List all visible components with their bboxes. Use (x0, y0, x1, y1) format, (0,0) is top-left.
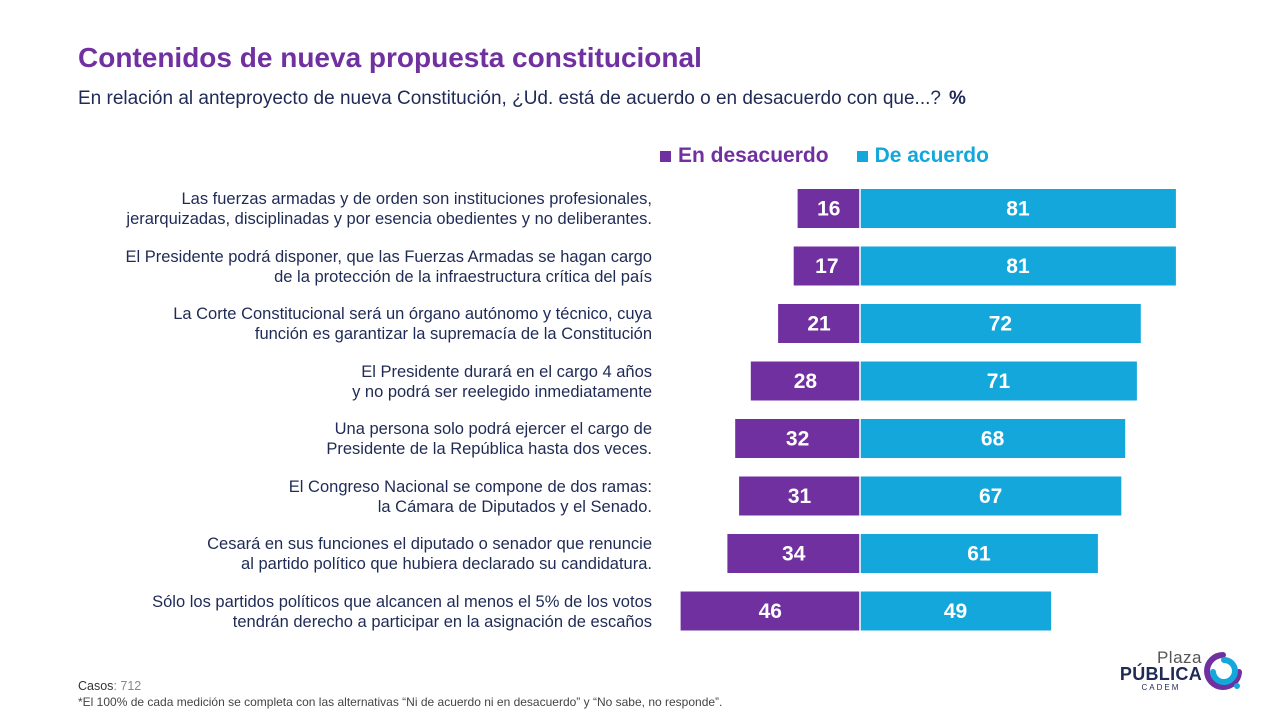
data-label-disagree: 16 (817, 198, 840, 221)
bar-agree (860, 534, 1098, 573)
unit-label: % (948, 88, 966, 109)
bar-disagree (778, 304, 860, 343)
bar-disagree (793, 246, 860, 286)
category-label: Una persona solo podrá ejercer el cargo … (60, 419, 652, 459)
bar-agree (860, 246, 1176, 286)
data-label-agree: 81 (1006, 198, 1030, 221)
category-label-line: Sólo los partidos políticos que alcancen… (152, 592, 652, 611)
data-label-agree: 61 (967, 543, 991, 566)
category-label-line: La Corte Constitucional será un órgano a… (173, 305, 652, 323)
bar-agree (860, 591, 1052, 631)
category-label-line: al partido político que hubiera declarad… (241, 555, 652, 573)
category-label-line: tendrán derecho a participar en la asign… (232, 612, 652, 631)
category-label-line: El Presidente durará en el cargo 4 años (361, 362, 652, 381)
data-label-agree: 81 (1006, 255, 1030, 278)
data-label-agree: 68 (981, 428, 1005, 451)
bar-disagree (739, 476, 860, 516)
page-title: Contenidos de nueva propuesta constituci… (78, 42, 702, 73)
category-label-line: de la protección de la infraestructura c… (274, 267, 652, 286)
data-label-disagree: 21 (807, 313, 831, 336)
legend-item-agree: De acuerdo (856, 144, 989, 168)
category-label: Cesará en sus funciones el diputado o se… (60, 534, 652, 574)
bar-agree (860, 189, 1176, 228)
footnote: *El 100% de cada medición se completa co… (78, 695, 723, 709)
data-label-disagree: 28 (794, 370, 818, 393)
category-label-line: función es garantizar la supremacía de l… (254, 325, 652, 343)
data-label-agree: 72 (989, 313, 1012, 336)
legend-label-agree: De acuerdo (874, 144, 989, 167)
category-label-line: y no podrá ser reelegido inmediatamente (352, 382, 652, 401)
subtitle-text: En relación al anteproyecto de nueva Con… (78, 88, 941, 109)
data-label-disagree: 32 (786, 428, 809, 451)
data-label-disagree: 34 (782, 543, 806, 566)
data-label-disagree: 31 (788, 485, 812, 508)
bar-agree (860, 419, 1126, 458)
casos-label: Casos (78, 679, 114, 693)
category-label-line: Cesará en sus funciones el diputado o se… (207, 535, 652, 553)
data-label-disagree: 46 (759, 600, 782, 623)
category-label-line: la Cámara de Diputados y el Senado. (377, 497, 652, 516)
bar-agree (860, 304, 1141, 343)
category-label: La Corte Constitucional será un órgano a… (60, 304, 652, 344)
logo-mark-icon (1204, 652, 1242, 690)
bar-agree (860, 476, 1122, 516)
bar-disagree (735, 419, 860, 458)
category-label-line: Presidente de la República hasta dos vec… (326, 440, 652, 458)
legend-swatch-agree (856, 150, 868, 162)
category-label-line: Las fuerzas armadas y de orden son insti… (181, 190, 652, 208)
chart-legend: En desacuerdo De acuerdo (660, 144, 989, 168)
category-label: Sólo los partidos políticos que alcancen… (60, 592, 652, 632)
data-label-agree: 49 (944, 600, 967, 623)
legend-swatch-disagree (660, 150, 671, 162)
sample-size: Casos: 712 (78, 679, 141, 693)
logo-line-1: Plaza (1156, 648, 1202, 667)
bar-disagree (727, 534, 860, 573)
category-label: El Presidente podrá disponer, que las Fu… (60, 247, 653, 287)
category-label-line: El Congreso Nacional se compone de dos r… (288, 477, 652, 496)
bar-disagree (797, 189, 860, 228)
legend-label-disagree: En desacuerdo (678, 144, 829, 167)
data-label-agree: 67 (979, 485, 1002, 508)
logo-line-2: PÚBLICA (1119, 664, 1202, 684)
casos-value: : 712 (113, 679, 142, 693)
bar-disagree (750, 361, 860, 401)
plaza-publica-logo: Plaza PÚBLICA CADEM (1120, 649, 1248, 694)
category-label-line: jerarquizadas, disciplinadas y por esenc… (126, 210, 652, 228)
page-subtitle: En relación al anteproyecto de nueva Con… (78, 88, 966, 110)
category-label: Las fuerzas armadas y de orden son insti… (60, 189, 652, 229)
logo-line-3: CADEM (1141, 683, 1181, 692)
data-label-agree: 71 (987, 370, 1011, 393)
data-label-disagree: 17 (815, 255, 838, 278)
category-label-line: El Presidente podrá disponer, que las Fu… (125, 247, 653, 266)
category-label: El Congreso Nacional se compone de dos r… (60, 477, 652, 517)
bar-disagree (680, 591, 860, 631)
category-label-line: Una persona solo podrá ejercer el cargo … (334, 420, 652, 438)
legend-item-disagree: En desacuerdo (660, 144, 829, 168)
bar-agree (860, 361, 1137, 401)
category-label: El Presidente durará en el cargo 4 años y… (60, 362, 652, 402)
